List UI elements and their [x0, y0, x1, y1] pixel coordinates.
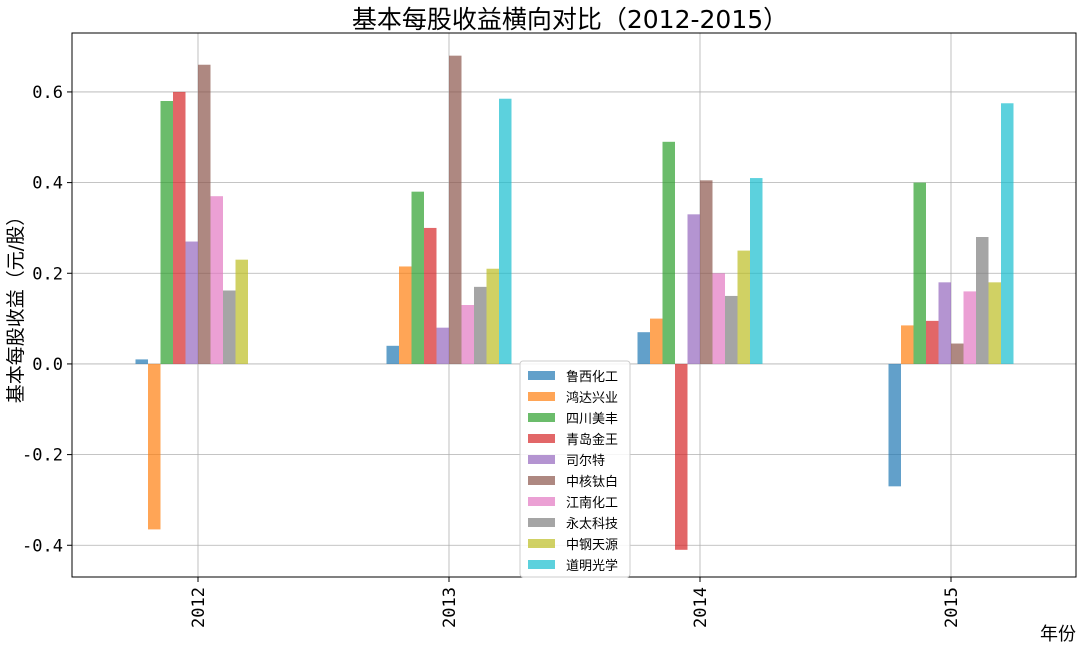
- bar: [737, 250, 750, 364]
- y-axis-label: 基本每股收益（元/股）: [5, 207, 27, 403]
- bar: [687, 214, 700, 364]
- bars-group: [135, 55, 1014, 550]
- x-tick-label: 2013: [440, 587, 460, 628]
- y-tick-label: -0.2: [22, 446, 63, 466]
- bar: [700, 180, 713, 364]
- bar: [449, 55, 462, 364]
- bar: [399, 266, 412, 364]
- bar: [461, 305, 474, 364]
- legend-swatch: [528, 413, 555, 422]
- bar: [750, 178, 763, 364]
- bar: [474, 286, 487, 364]
- bar: [926, 320, 939, 364]
- bar: [424, 227, 437, 364]
- legend-entry: 司尔特: [566, 454, 605, 469]
- bar: [951, 343, 964, 364]
- bar: [963, 291, 976, 364]
- bar: [235, 259, 248, 364]
- legend-entry: 江南化工: [566, 495, 618, 511]
- y-tick-label: 0.0: [32, 355, 63, 375]
- legend-swatch: [528, 497, 555, 506]
- bar: [173, 91, 186, 364]
- y-tick-label: -0.4: [22, 536, 63, 556]
- x-axis-ticks: 2012 2013 2014 2015: [189, 577, 962, 628]
- bar: [650, 318, 663, 364]
- legend-swatch: [528, 560, 555, 569]
- bar: [436, 327, 449, 364]
- bar: [675, 363, 688, 550]
- x-tick-label: 2012: [189, 587, 209, 628]
- legend-swatch: [528, 476, 555, 485]
- legend-entry: 青岛金王: [566, 432, 618, 448]
- bar: [223, 290, 236, 364]
- chart-title: 基本每股收益横向对比（2012-2015）: [352, 5, 788, 34]
- bar: [210, 196, 223, 364]
- legend-entry: 永太科技: [566, 517, 618, 532]
- bar: [486, 268, 499, 364]
- legend-entry: 鲁西化工: [566, 370, 618, 385]
- bar: [712, 273, 725, 364]
- bar: [662, 141, 675, 364]
- legend-entry: 四川美丰: [566, 412, 618, 427]
- bar: [725, 295, 738, 364]
- bar: [637, 332, 650, 364]
- x-tick-label: 2015: [942, 587, 962, 628]
- bar: [938, 282, 951, 364]
- bar: [148, 363, 161, 530]
- x-tick-label: 2014: [691, 587, 711, 628]
- bar: [499, 98, 512, 364]
- legend-swatch: [528, 434, 555, 443]
- bar: [185, 241, 198, 364]
- y-tick-label: 0.6: [32, 83, 63, 103]
- legend-entry: 鸿达兴业: [566, 390, 618, 406]
- bar: [913, 182, 926, 364]
- bar: [988, 282, 1001, 364]
- bar: [976, 237, 989, 364]
- bar: [135, 359, 148, 364]
- bar: [1001, 103, 1014, 364]
- y-tick-label: 0.4: [32, 174, 63, 194]
- legend-swatch: [528, 371, 555, 380]
- legend-swatch: [528, 539, 555, 548]
- legend-swatch: [528, 392, 555, 401]
- legend-entry: 中核钛白: [566, 474, 618, 490]
- bar: [386, 345, 399, 364]
- legend-entry: 道明光学: [566, 558, 618, 574]
- x-axis-label: 年份: [1040, 624, 1076, 645]
- bar: [160, 101, 173, 364]
- legend-swatch: [528, 518, 555, 527]
- bar: [411, 191, 424, 364]
- bar: [888, 363, 901, 487]
- bar: [901, 325, 914, 364]
- legend-entry: 中钢天源: [566, 538, 618, 553]
- y-axis-ticks: 0.6 0.4 0.2 0.0 -0.2 -0.4: [22, 83, 72, 556]
- bar: [198, 64, 211, 364]
- y-tick-label: 0.2: [32, 264, 63, 284]
- legend-swatch: [528, 455, 555, 464]
